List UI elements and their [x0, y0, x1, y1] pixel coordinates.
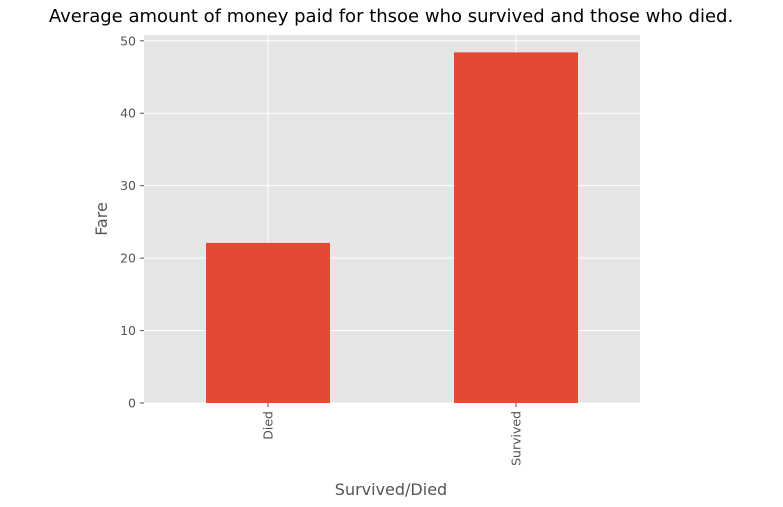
bar-died [206, 242, 330, 403]
y-axis-label: Fare [92, 202, 111, 236]
y-tick-label: 50 [120, 33, 136, 48]
x-axis-label: Survived/Died [335, 480, 447, 499]
bar-survived [454, 52, 578, 403]
bars [206, 52, 578, 403]
x-tick-label: Survived [509, 411, 524, 466]
y-tick-label: 20 [120, 251, 136, 266]
y-tick-label: 10 [120, 323, 136, 338]
y-tick-label: 0 [128, 396, 136, 411]
x-tick-label: Died [261, 411, 276, 440]
y-tick-label: 40 [120, 106, 136, 121]
chart-title: Average amount of money paid for thsoe w… [49, 6, 733, 27]
y-tick-label: 30 [120, 178, 136, 193]
ticks: 0 10 20 30 40 50 Died Survived [120, 33, 523, 466]
